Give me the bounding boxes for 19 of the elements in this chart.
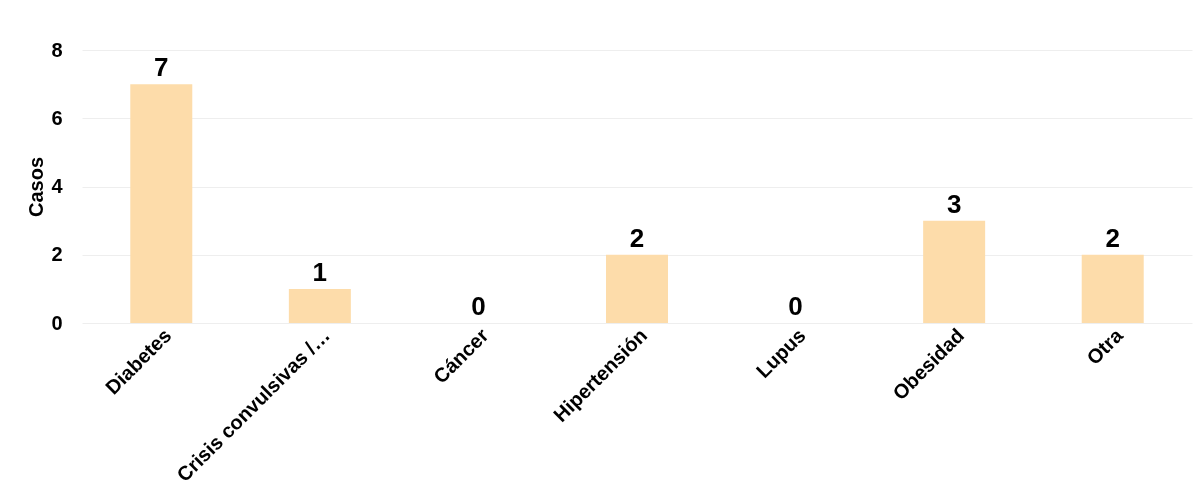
y-axis-title: Casos	[25, 156, 48, 218]
y-tick-label: 2	[51, 243, 63, 266]
bar	[923, 220, 986, 323]
x-tick-label: Otra	[1082, 323, 1128, 369]
y-tick-label: 4	[51, 175, 64, 197]
bar	[1081, 254, 1144, 323]
data-label: 2	[1105, 222, 1120, 253]
data-label: 2	[629, 222, 645, 253]
y-tick-label: 6	[51, 106, 63, 129]
data-label: 1	[312, 256, 328, 287]
bar	[606, 254, 668, 323]
data-label: 0	[471, 291, 486, 321]
data-label: 0	[788, 291, 803, 321]
y-tick-label: 8	[51, 38, 63, 61]
bar	[288, 288, 351, 323]
data-label: 3	[946, 188, 962, 219]
y-tick-label: 0	[51, 311, 63, 334]
data-label: 7	[154, 52, 169, 83]
bar	[130, 84, 193, 323]
